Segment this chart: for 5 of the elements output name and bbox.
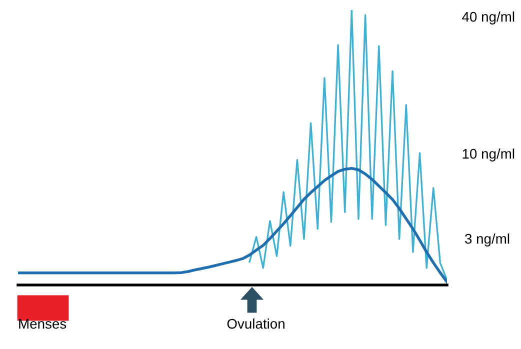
text: Ovulation [227,318,284,329]
text: 40 ng/ml [462,12,514,24]
text: Menses [19,319,66,329]
text: 3 ng/ml [464,234,510,246]
text: 10 ng/ml [462,148,514,162]
